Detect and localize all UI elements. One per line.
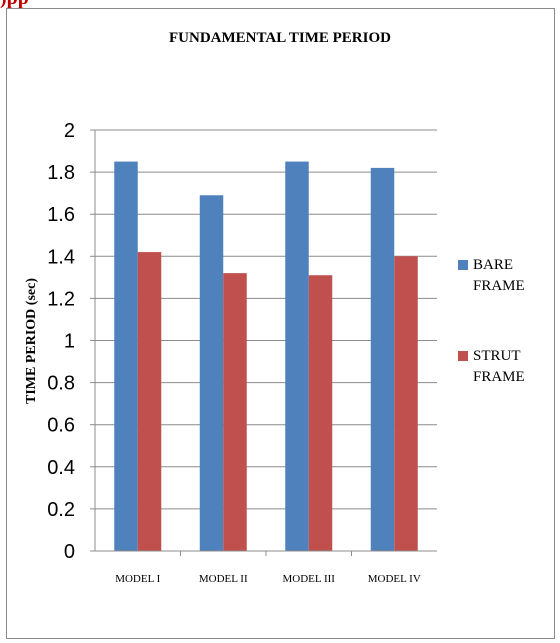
y-tick-label: 0.2 (47, 499, 75, 521)
cropped-heading-fragment: )pp (0, 0, 110, 10)
legend-label: STRUT FRAME (473, 348, 525, 385)
bars (114, 161, 418, 551)
bar-bare-frame (114, 161, 138, 551)
y-tick-label: 0 (64, 541, 75, 563)
y-tick-label: 1.2 (47, 288, 75, 310)
y-axis-label: TIME PERIOD (sec) (24, 278, 39, 404)
tick-labels: 0 0.2 0.4 0.6 0.8 1 1.2 1.4 1.6 1.8 2 MODEL I MODEL … (47, 120, 421, 585)
y-tick-label: 0.8 (47, 373, 75, 395)
y-tick-label: 1.4 (47, 246, 75, 268)
y-tick-label: 0.4 (47, 457, 75, 479)
legend-swatch (458, 260, 468, 270)
y-tick-label: 1.8 (47, 162, 75, 184)
cropped-heading-text: )pp (0, 0, 29, 10)
x-tick-label: MODEL II (199, 573, 248, 585)
bar-strut-frame (394, 256, 418, 551)
x-tick-label: MODEL IV (368, 573, 421, 585)
y-tick-label: 2 (64, 120, 75, 142)
bar-bare-frame (285, 161, 309, 551)
y-tick-label: 1.6 (47, 204, 75, 226)
axes (90, 129, 437, 556)
chart-title: FUNDAMENTAL TIME PERIOD (169, 30, 391, 46)
y-tick-label: 0.6 (47, 415, 75, 437)
x-tick-label: MODEL III (283, 573, 336, 585)
bar-bare-frame (370, 167, 395, 551)
y-tick-label: 1 (64, 331, 75, 353)
legend-swatch (458, 351, 468, 361)
x-tick-label: MODEL I (115, 573, 160, 585)
bar-bare-frame (199, 195, 224, 551)
bar-strut-frame (223, 273, 247, 551)
legend-label: BARE FRAME (473, 257, 525, 294)
bar-strut-frame (137, 252, 162, 551)
bar-strut-frame (308, 275, 333, 551)
chart-frame (6, 8, 555, 639)
